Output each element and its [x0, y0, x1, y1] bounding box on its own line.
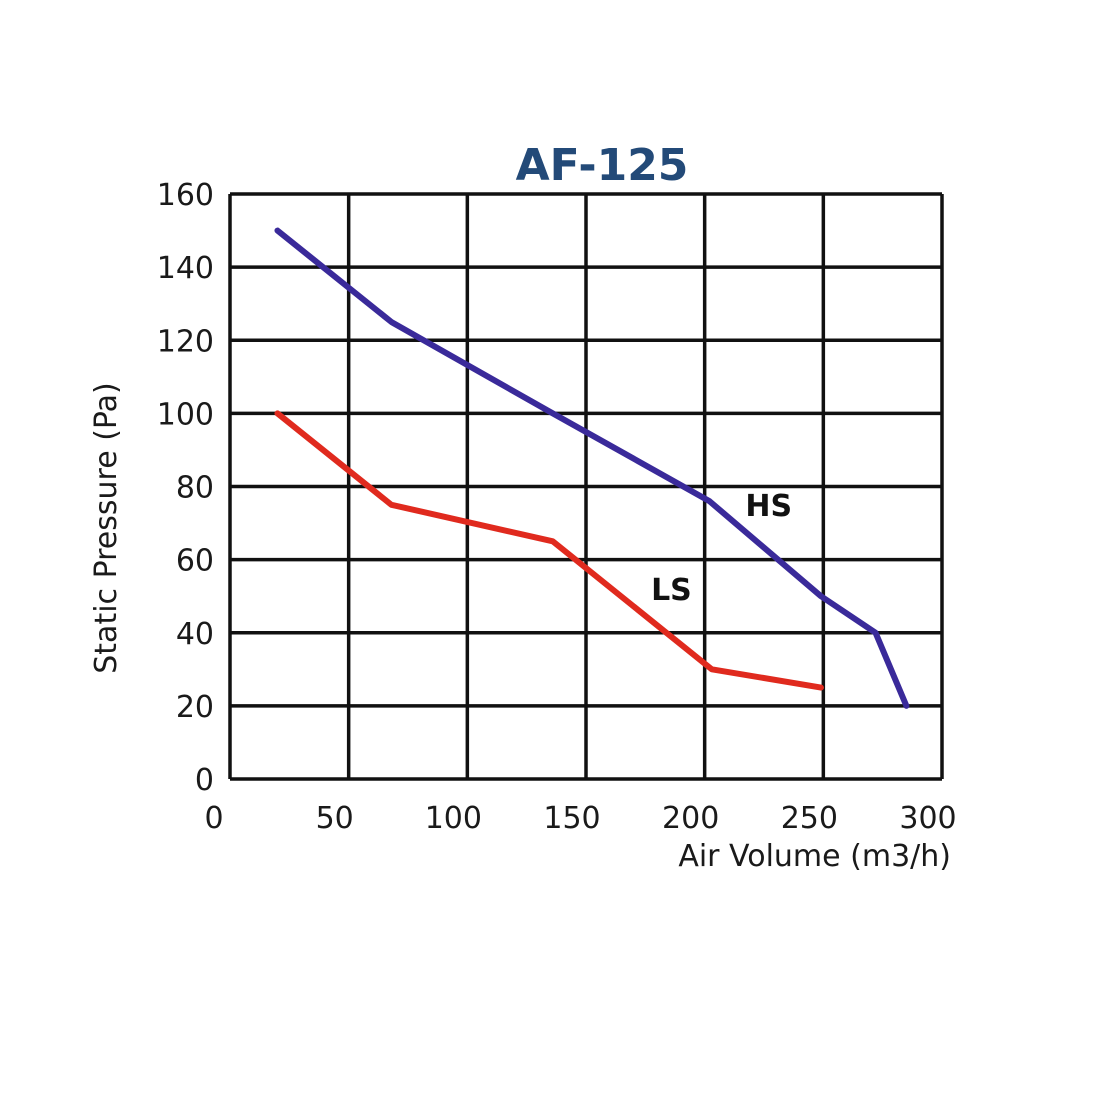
y-tick-label: 160	[157, 178, 214, 213]
x-axis-ticks: 0 50 100 150 200 250 300	[204, 801, 956, 836]
x-tick-label: 0	[204, 801, 223, 836]
series-lines	[274, 227, 910, 709]
series-line-ls	[274, 410, 824, 691]
x-tick-label: 200	[662, 801, 719, 836]
x-tick-label: 150	[543, 801, 600, 836]
x-tick-label: 300	[899, 801, 956, 836]
x-tick-label: 100	[425, 801, 482, 836]
series-label-ls: LS	[651, 573, 692, 608]
y-axis-label: Static Pressure (Pa)	[89, 382, 124, 674]
y-tick-label: 140	[157, 251, 214, 286]
y-tick-label: 0	[195, 763, 214, 798]
plot-grid	[228, 192, 944, 781]
y-tick-label: 120	[157, 324, 214, 359]
series-labels: HS LS	[651, 489, 792, 608]
y-tick-label: 80	[176, 471, 214, 506]
y-tick-label: 100	[157, 397, 214, 432]
y-tick-label: 60	[176, 544, 214, 579]
series-label-hs: HS	[745, 489, 792, 524]
x-tick-label: 250	[781, 801, 838, 836]
y-axis-ticks: 0 20 40 60 80 100 120 140 160	[157, 178, 214, 798]
series-line-hs	[274, 227, 910, 709]
x-tick-label: 50	[316, 801, 354, 836]
y-tick-label: 40	[176, 617, 214, 652]
y-tick-label: 20	[176, 690, 214, 725]
x-axis-label: Air Volume (m3/h)	[678, 839, 951, 874]
chart-title: AF-125	[516, 140, 689, 191]
